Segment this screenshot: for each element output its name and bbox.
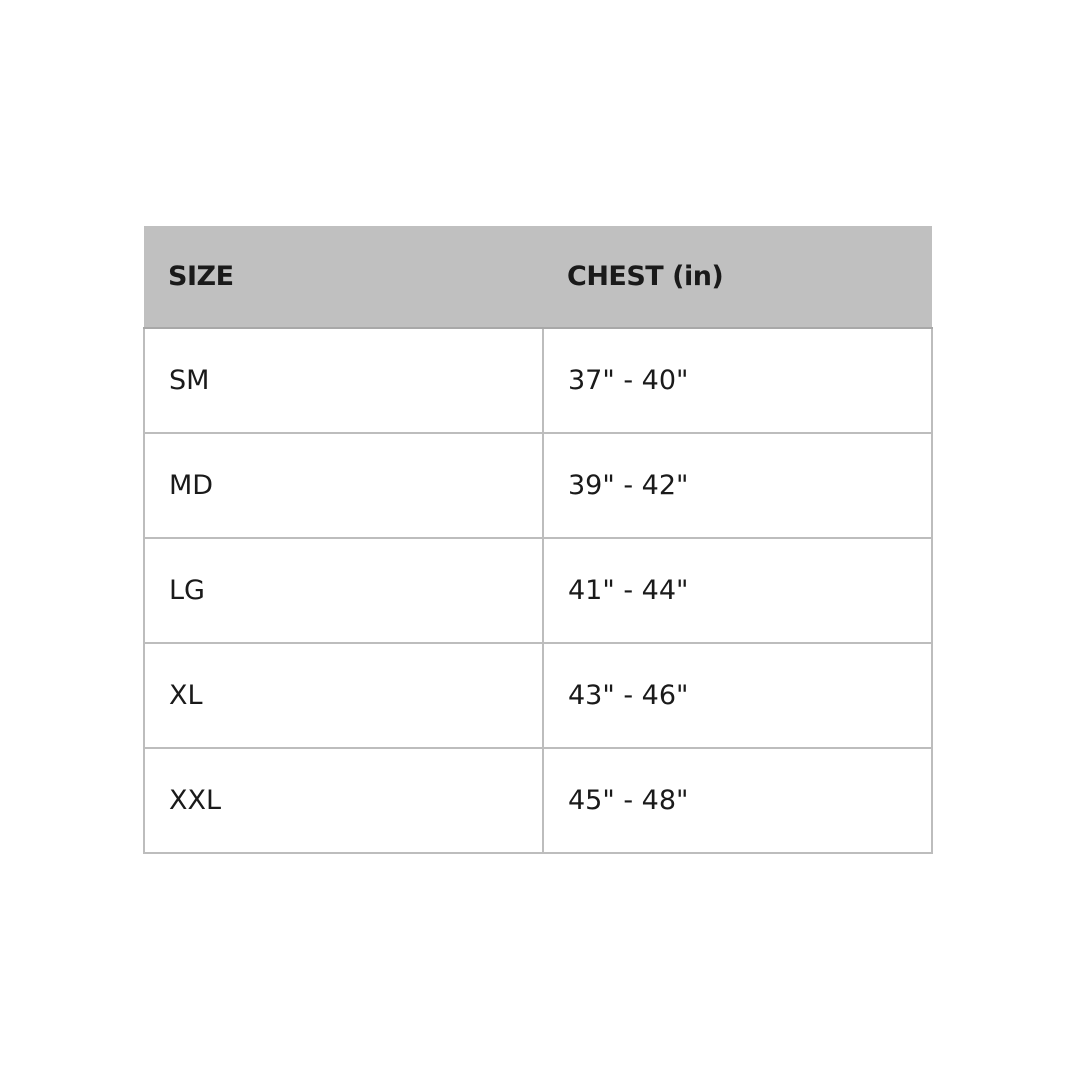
size-cell: XL — [143, 642, 544, 749]
size-cell: XXL — [143, 747, 544, 854]
size-cell: LG — [143, 537, 544, 644]
table-row: XL 43" - 46" — [143, 642, 933, 749]
table-row: XXL 45" - 48" — [143, 747, 933, 854]
table-row: MD 39" - 42" — [143, 432, 933, 539]
chest-cell: 39" - 42" — [542, 432, 933, 539]
header-chest: CHEST (in) — [543, 226, 932, 329]
size-cell: SM — [143, 327, 544, 434]
size-cell: MD — [143, 432, 544, 539]
chest-cell: 41" - 44" — [542, 537, 933, 644]
table-row: SM 37" - 40" — [143, 327, 933, 434]
size-chart-table: SIZE CHEST (in) SM 37" - 40" MD 39" - 42… — [143, 226, 933, 854]
header-size: SIZE — [144, 226, 543, 329]
table-row: LG 41" - 44" — [143, 537, 933, 644]
chest-cell: 45" - 48" — [542, 747, 933, 854]
header-row: SIZE CHEST (in) — [144, 226, 932, 329]
chest-cell: 43" - 46" — [542, 642, 933, 749]
chest-cell: 37" - 40" — [542, 327, 933, 434]
